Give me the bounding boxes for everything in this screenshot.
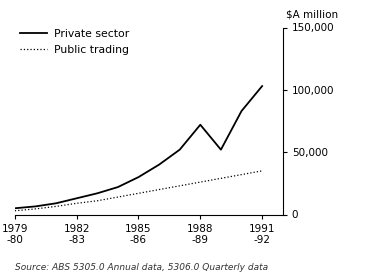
- Public trading: [136, 192, 141, 195]
- Public trading: [239, 173, 244, 176]
- Private sector: [13, 207, 17, 210]
- Private sector: [33, 205, 38, 208]
- Public trading: [198, 180, 202, 184]
- Public trading: [74, 202, 79, 205]
- Public trading: [54, 205, 58, 208]
- Private sector: [260, 84, 264, 88]
- Public trading: [177, 184, 182, 188]
- Public trading: [13, 209, 17, 212]
- Private sector: [198, 123, 202, 126]
- Private sector: [219, 148, 223, 151]
- Private sector: [95, 192, 100, 195]
- Text: Source: ABS 5305.0 Annual data, 5306.0 Quarterly data: Source: ABS 5305.0 Annual data, 5306.0 Q…: [15, 263, 268, 272]
- Text: $A million: $A million: [286, 9, 339, 19]
- Legend: Private sector, Public trading: Private sector, Public trading: [20, 29, 129, 55]
- Private sector: [136, 175, 141, 179]
- Public trading: [95, 199, 100, 202]
- Public trading: [157, 188, 161, 191]
- Public trading: [33, 207, 38, 211]
- Public trading: [260, 169, 264, 172]
- Private sector: [74, 197, 79, 200]
- Private sector: [239, 109, 244, 113]
- Line: Public trading: Public trading: [15, 171, 262, 211]
- Line: Private sector: Private sector: [15, 86, 262, 208]
- Private sector: [54, 202, 58, 205]
- Public trading: [219, 177, 223, 180]
- Private sector: [157, 163, 161, 166]
- Private sector: [116, 185, 120, 189]
- Private sector: [177, 148, 182, 151]
- Public trading: [116, 196, 120, 199]
